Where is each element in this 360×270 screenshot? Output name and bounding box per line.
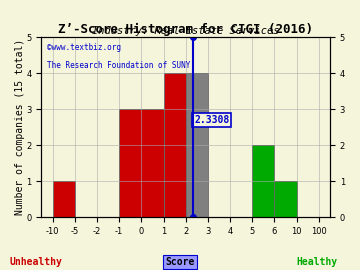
- Y-axis label: Number of companies (15 total): Number of companies (15 total): [15, 39, 25, 215]
- Text: Score: Score: [165, 257, 195, 267]
- Title: Z’-Score Histogram for CIGI (2016): Z’-Score Histogram for CIGI (2016): [58, 23, 313, 36]
- Bar: [53, 181, 75, 217]
- Bar: [274, 181, 297, 217]
- Bar: [252, 145, 274, 217]
- Text: The Research Foundation of SUNY: The Research Foundation of SUNY: [47, 61, 191, 70]
- Text: Healthy: Healthy: [296, 257, 337, 267]
- Bar: [186, 73, 208, 217]
- Text: ©www.textbiz.org: ©www.textbiz.org: [47, 43, 121, 52]
- Bar: [163, 73, 186, 217]
- Text: Industry: Real Estate Services: Industry: Real Estate Services: [92, 26, 279, 36]
- Text: 2.3308: 2.3308: [194, 115, 229, 125]
- Text: Unhealthy: Unhealthy: [10, 257, 62, 267]
- Bar: [119, 109, 163, 217]
